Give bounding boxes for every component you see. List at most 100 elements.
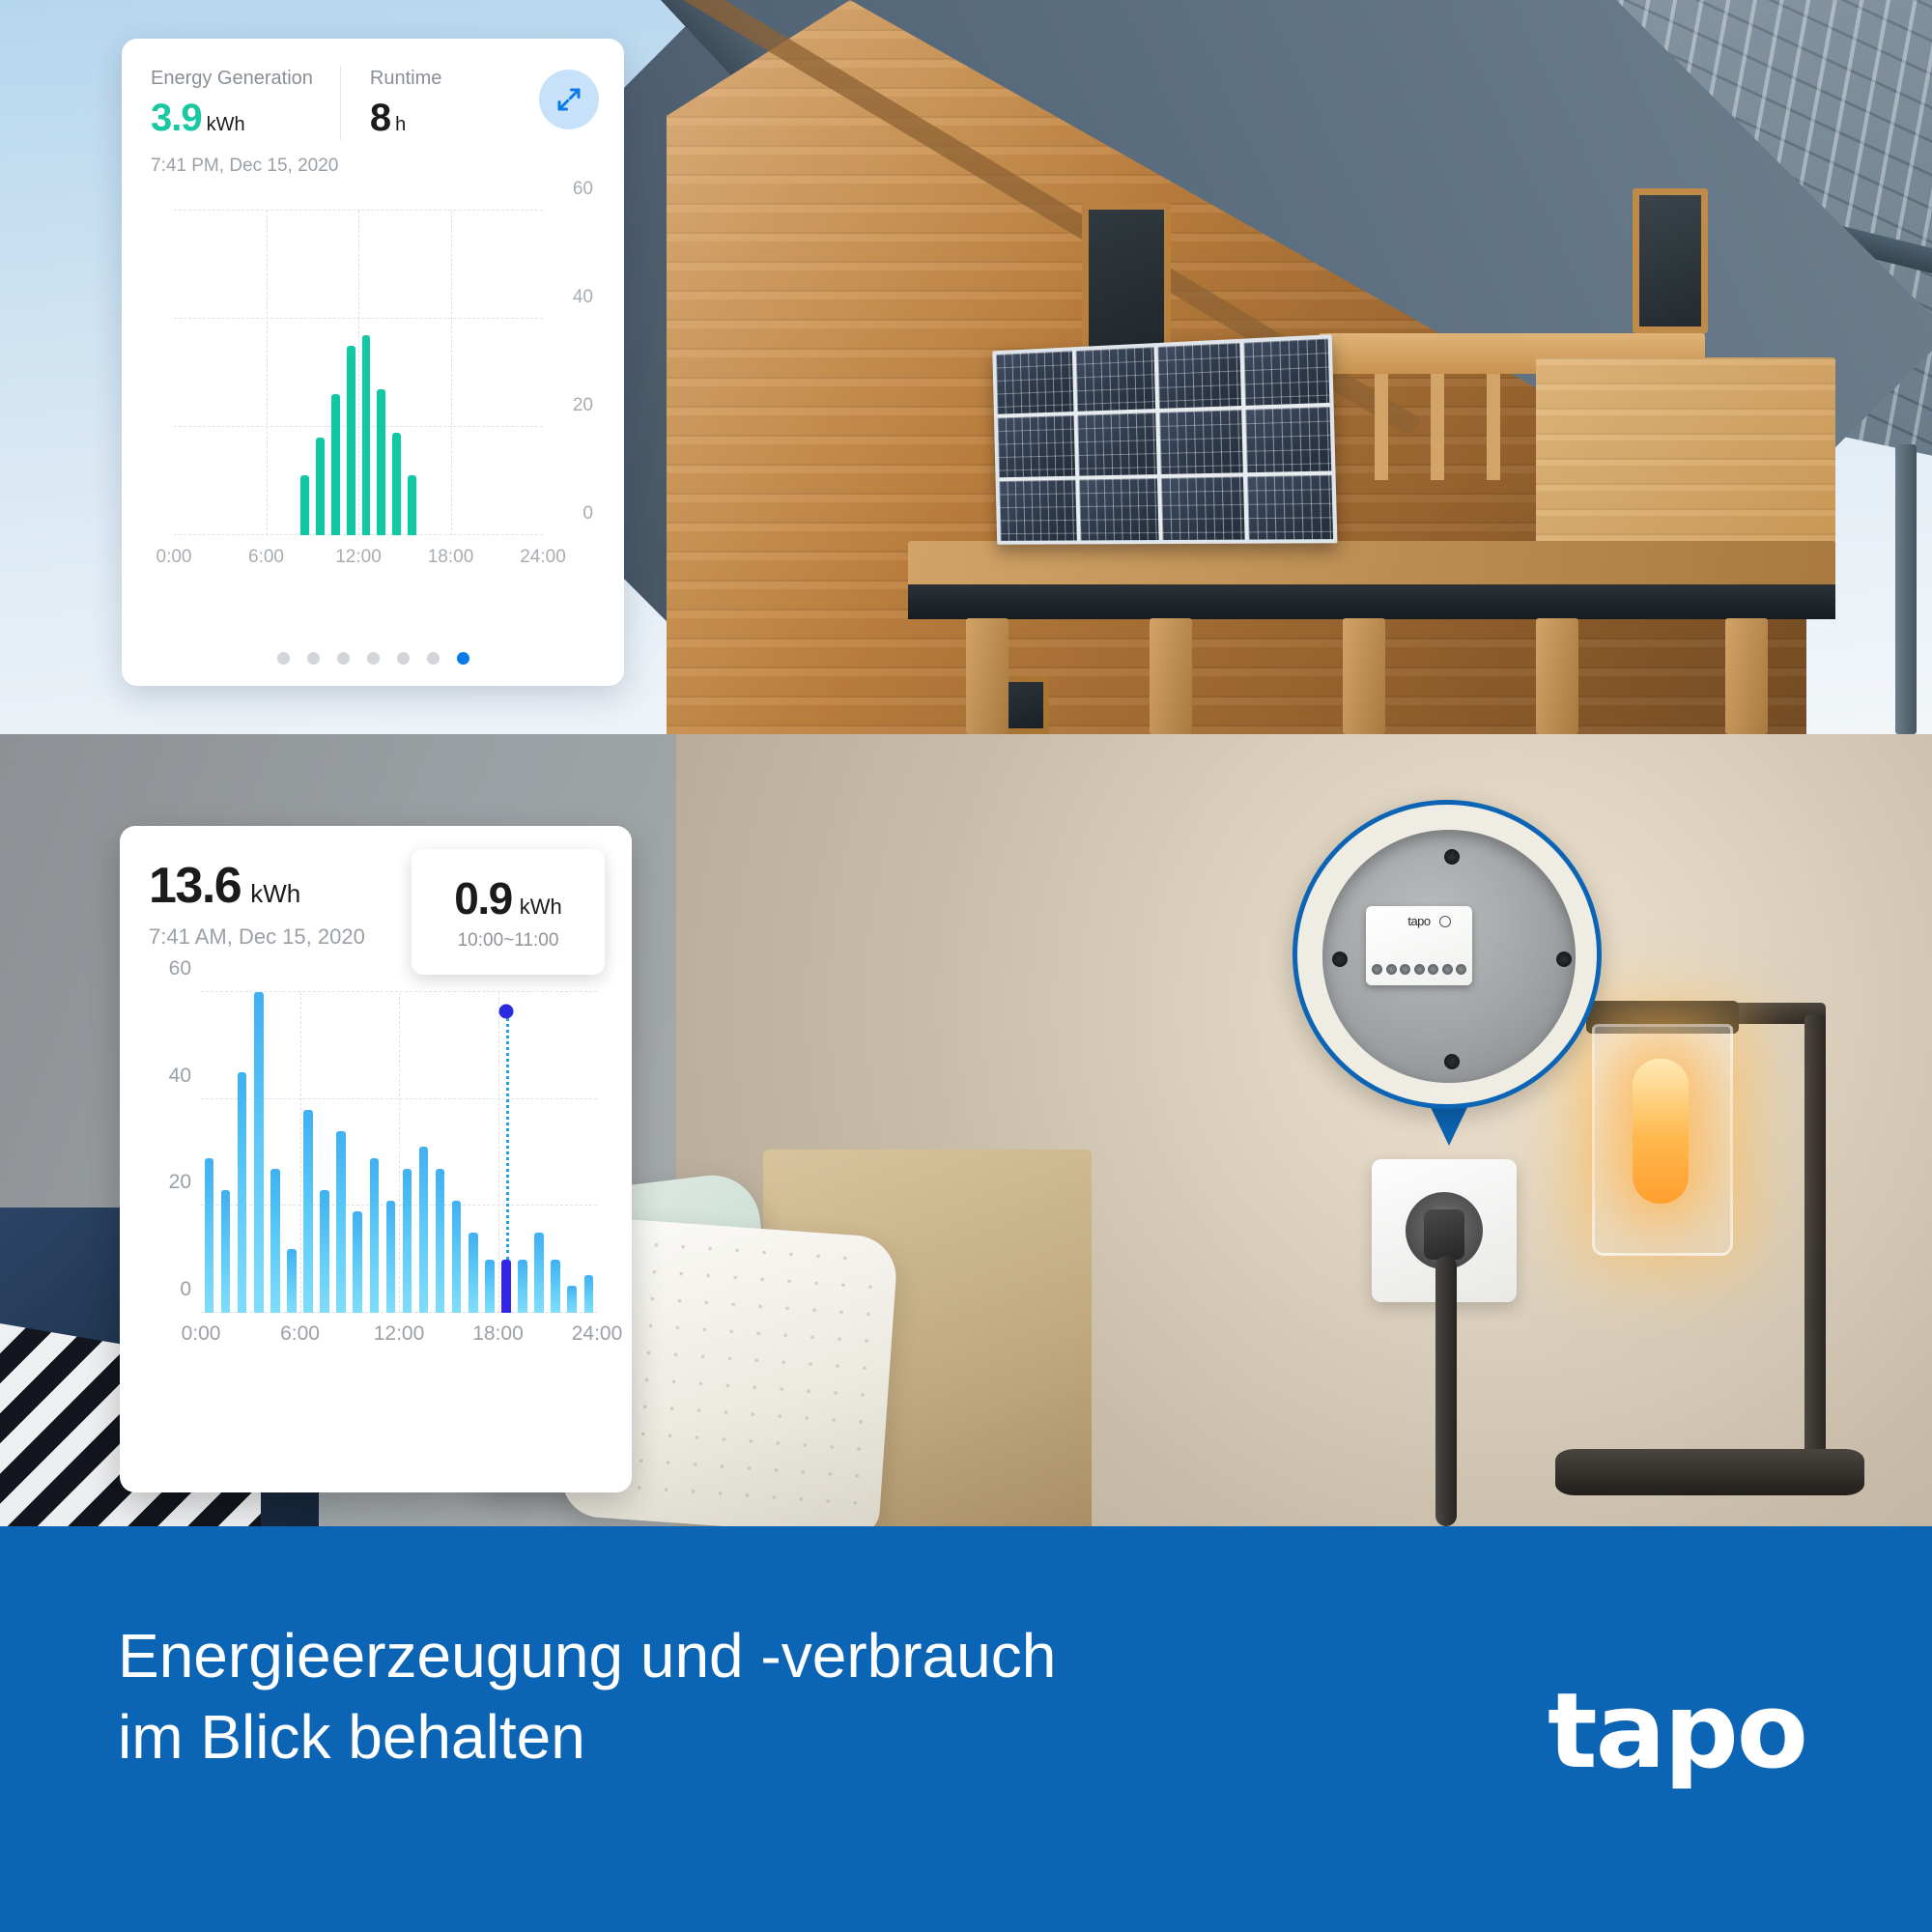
- bar-slot[interactable]: [465, 992, 481, 1313]
- generation-bar-chart[interactable]: 0 20 40 60 0:00 6:00 12:00 18:00 24:00: [151, 179, 595, 578]
- chart-bar[interactable]: [303, 1109, 313, 1313]
- bar-slot[interactable]: [317, 992, 333, 1313]
- x-axis-tick-label: 24:00: [571, 1322, 623, 1345]
- pagination-dot[interactable]: [396, 652, 410, 665]
- support-beam: [1725, 618, 1768, 734]
- pagination-dot[interactable]: [456, 652, 469, 665]
- chart-bar[interactable]: [336, 1130, 346, 1313]
- chart-bar[interactable]: [567, 1286, 578, 1313]
- bar-slot[interactable]: [283, 992, 299, 1313]
- chart-bar[interactable]: [287, 1248, 297, 1313]
- bar-slot[interactable]: [250, 992, 267, 1313]
- pagination-dot[interactable]: [306, 652, 320, 665]
- chart-bar[interactable]: [534, 1233, 544, 1313]
- bar-slot[interactable]: [548, 992, 564, 1313]
- chart-bar[interactable]: [392, 432, 402, 535]
- bar-slot[interactable]: [481, 992, 497, 1313]
- carousel-pagination[interactable]: [122, 652, 624, 665]
- bar-slot[interactable]: [333, 992, 350, 1313]
- y-axis-tick-label: 0: [582, 503, 593, 524]
- bar-slot[interactable]: [527, 211, 543, 535]
- metric-unit: h: [395, 114, 407, 135]
- chart-bar[interactable]: [583, 1275, 594, 1313]
- y-axis-tick-label: 0: [180, 1278, 191, 1300]
- bar-slot[interactable]: [436, 211, 451, 535]
- bar-slot[interactable]: [174, 211, 189, 535]
- chart-bar[interactable]: [369, 1157, 380, 1313]
- bar-slot[interactable]: [389, 211, 405, 535]
- chart-bar[interactable]: [346, 346, 355, 535]
- expand-diagonal-icon[interactable]: [539, 70, 599, 129]
- bar-slot[interactable]: [205, 211, 220, 535]
- chart-bar[interactable]: [435, 1168, 445, 1313]
- bar-slot[interactable]: [497, 211, 512, 535]
- chart-bar[interactable]: [485, 1259, 495, 1313]
- chart-bar[interactable]: [353, 1210, 363, 1313]
- pagination-dot[interactable]: [336, 652, 350, 665]
- chart-bar[interactable]: [320, 1189, 329, 1313]
- bar-slot[interactable]: [220, 211, 236, 535]
- chart-bar[interactable]: [551, 1259, 560, 1313]
- chart-bar[interactable]: [418, 1147, 429, 1313]
- bar-slot[interactable]: [432, 992, 448, 1313]
- bar-slot[interactable]: [217, 992, 234, 1313]
- chart-bar[interactable]: [518, 1259, 527, 1313]
- bar-slot[interactable]: [281, 211, 297, 535]
- bar-slot[interactable]: [448, 992, 465, 1313]
- bar-slot[interactable]: [581, 992, 597, 1313]
- bar-slot[interactable]: [251, 211, 267, 535]
- chart-bar[interactable]: [315, 438, 325, 535]
- chart-bar[interactable]: [204, 1157, 214, 1313]
- bar-slot[interactable]: [234, 992, 250, 1313]
- bar-slot[interactable]: [366, 992, 383, 1313]
- pagination-dot[interactable]: [426, 652, 440, 665]
- bar-slot[interactable]: [399, 992, 415, 1313]
- chart-bar[interactable]: [501, 1259, 511, 1313]
- energy-generation-card[interactable]: Energy Generation 3.9 kWh Runtime 8 h 7:…: [122, 39, 624, 686]
- chart-bar[interactable]: [402, 1168, 412, 1313]
- pagination-dot[interactable]: [276, 652, 290, 665]
- chart-bar[interactable]: [253, 992, 264, 1313]
- bar-slot[interactable]: [297, 211, 312, 535]
- chart-bar[interactable]: [451, 1200, 462, 1313]
- bar-slot[interactable]: [383, 992, 399, 1313]
- bar-slot[interactable]: [405, 211, 420, 535]
- chart-bar[interactable]: [377, 388, 386, 535]
- bar-slot[interactable]: [531, 992, 548, 1313]
- bar-slot[interactable]: [467, 211, 482, 535]
- gridline-vertical: [450, 211, 452, 535]
- chart-bar[interactable]: [361, 334, 371, 535]
- bar-slot[interactable]: [299, 992, 316, 1313]
- bar-slot[interactable]: [350, 992, 366, 1313]
- bar-slot[interactable]: [420, 211, 436, 535]
- bar-slot[interactable]: [267, 992, 283, 1313]
- bar-slot[interactable]: [497, 992, 514, 1313]
- bar-slot[interactable]: [189, 211, 205, 535]
- bar-slot[interactable]: [415, 992, 432, 1313]
- bar-slot[interactable]: [481, 211, 497, 535]
- chart-bar[interactable]: [330, 394, 340, 535]
- bar-slot[interactable]: [514, 992, 530, 1313]
- chart-bar[interactable]: [237, 1072, 247, 1313]
- bar-slot[interactable]: [374, 211, 389, 535]
- bar-slot[interactable]: [236, 211, 251, 535]
- pagination-dot[interactable]: [366, 652, 380, 665]
- socket-plug: [1424, 1209, 1464, 1260]
- bar-slot[interactable]: [201, 992, 217, 1313]
- chart-bar[interactable]: [469, 1233, 478, 1313]
- bar-slot[interactable]: [312, 211, 327, 535]
- chart-bar[interactable]: [385, 1200, 396, 1313]
- bar-slot[interactable]: [451, 211, 467, 535]
- chart-bar[interactable]: [270, 1168, 280, 1313]
- consumption-bar-chart[interactable]: 0 20 40 60 0:00 6:00 12:00 18:00 24:00: [149, 957, 623, 1357]
- bar-slot[interactable]: [512, 211, 527, 535]
- energy-consumption-card[interactable]: 13.6 kWh 7:41 AM, Dec 15, 2020 0.9 kWh 1…: [120, 826, 632, 1492]
- bar-slot[interactable]: [267, 211, 282, 535]
- chart-bar[interactable]: [408, 475, 417, 535]
- bar-slot[interactable]: [327, 211, 343, 535]
- chart-bar[interactable]: [299, 475, 309, 535]
- bar-slot[interactable]: [358, 211, 374, 535]
- bar-slot[interactable]: [564, 992, 581, 1313]
- bar-slot[interactable]: [343, 211, 358, 535]
- chart-bar[interactable]: [220, 1189, 231, 1313]
